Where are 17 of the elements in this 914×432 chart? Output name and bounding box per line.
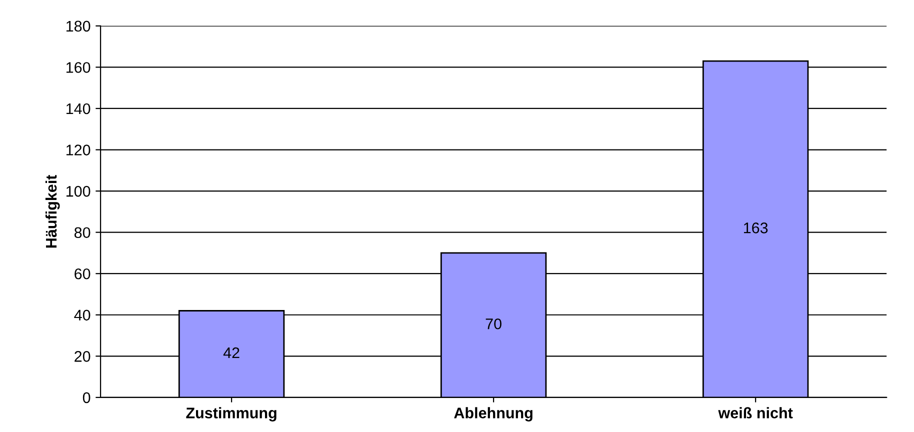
y-tick-label: 120 (66, 144, 90, 156)
y-tick-label: 160 (66, 62, 90, 73)
y-tick-label: 100 (66, 186, 90, 197)
data-label: 70 (486, 318, 502, 330)
y-tick-label: 140 (66, 103, 90, 114)
y-tick-label: 180 (66, 20, 90, 32)
y-tick-label: 40 (74, 310, 90, 321)
y-tick-label: 20 (74, 351, 90, 362)
y-tick-label: 80 (74, 227, 90, 238)
y-tick-label: 0 (82, 392, 90, 404)
y-tick-label: 60 (74, 268, 90, 280)
y-axis-title: Häufigkeit (45, 174, 60, 248)
x-tick-label: Ablehnung (454, 407, 532, 422)
x-tick-label: Zustimmung (186, 407, 276, 422)
data-label: 42 (223, 347, 240, 358)
data-label: 163 (744, 222, 768, 234)
x-tick-label: weiß nicht (718, 407, 793, 418)
